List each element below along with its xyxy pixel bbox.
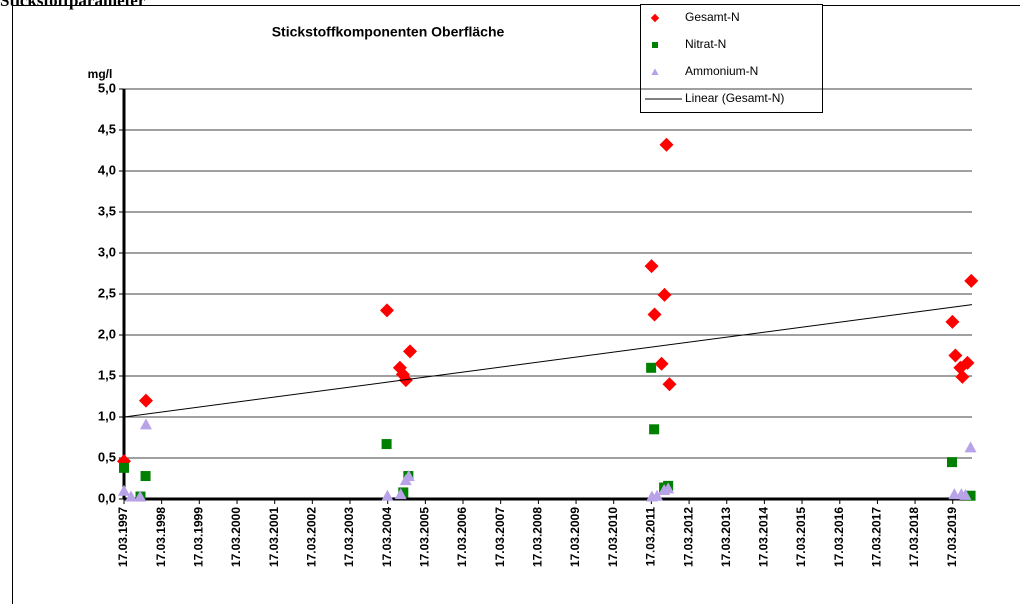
- square-marker: [649, 424, 660, 435]
- triangle-marker: [662, 482, 675, 494]
- square-marker: [398, 487, 409, 498]
- x-tick-label: 17.03.1999: [191, 507, 205, 567]
- diamond-marker: [138, 393, 153, 408]
- x-tick-label: 17.03.2005: [418, 507, 432, 567]
- triangle-marker: [959, 488, 972, 500]
- y-tick-label: 2,0: [98, 326, 116, 341]
- y-tick-label: 3,5: [98, 203, 116, 218]
- x-tick-label: 17.03.2002: [305, 507, 319, 567]
- y-tick-label: 1,5: [98, 367, 116, 382]
- x-tick-label: 17.03.2014: [757, 507, 771, 567]
- page-title: Stickstoffparameter: [0, 0, 146, 10]
- legend-label: Ammonium-N: [685, 64, 758, 78]
- legend-label: Linear (Gesamt-N): [685, 91, 784, 105]
- x-tick-label: 17.03.2015: [794, 507, 808, 567]
- square-marker: [140, 471, 151, 482]
- diamond-marker: [380, 303, 395, 318]
- triangle-marker: [134, 490, 147, 502]
- triangle-marker: [118, 484, 130, 496]
- x-tick-label: 17.03.2004: [380, 507, 394, 567]
- x-tick-label: 17.03.2012: [681, 507, 695, 567]
- x-tick-label: 17.03.2010: [606, 507, 620, 567]
- diamond-marker: [657, 287, 672, 302]
- diamond-marker: [659, 137, 674, 152]
- x-tick-label: 17.03.2019: [945, 507, 959, 567]
- y-tick-label: 5,0: [98, 80, 116, 95]
- legend-label: Nitrat-N: [685, 37, 726, 51]
- diamond-marker: [644, 259, 659, 274]
- chart-title: Stickstoffkomponenten Oberfläche: [272, 24, 505, 40]
- x-tick-label: 17.03.2017: [870, 507, 884, 567]
- y-tick-label: 1,0: [98, 408, 116, 423]
- trend-line: [123, 304, 973, 418]
- triangle-marker: [139, 418, 152, 430]
- triangle-marker: [402, 470, 415, 482]
- square-marker: [381, 439, 392, 450]
- x-tick-label: 17.03.2008: [531, 507, 545, 567]
- triangle-marker: [394, 488, 407, 500]
- x-tick-label: 17.03.1997: [116, 507, 130, 567]
- x-tick-label: 17.03.2016: [832, 507, 846, 567]
- y-tick-label: 3,0: [98, 244, 116, 259]
- diamond-marker: [964, 273, 979, 288]
- diamond-marker: [403, 344, 418, 359]
- diamond-marker: [955, 369, 970, 384]
- square-marker: [646, 362, 657, 373]
- triangle-marker: [964, 441, 977, 453]
- x-tick-label: 17.03.2011: [644, 507, 658, 567]
- diamond-marker: [647, 307, 662, 322]
- legend-box: [640, 4, 823, 113]
- x-tick-label: 17.03.2018: [907, 507, 921, 567]
- y-tick-label: 4,5: [98, 121, 116, 136]
- square-marker: [652, 42, 658, 48]
- y-axis-label: mg/l: [88, 67, 113, 81]
- x-tick-label: 17.03.2001: [267, 507, 281, 567]
- legend-label: Gesamt-N: [685, 10, 740, 24]
- y-tick-label: 4,0: [98, 162, 116, 177]
- x-tick-label: 17.03.2006: [455, 507, 469, 567]
- x-tick-label: 17.03.2007: [493, 507, 507, 567]
- y-tick-label: 0,5: [98, 449, 116, 464]
- diamond-marker: [662, 377, 677, 392]
- square-marker: [965, 490, 976, 501]
- diamond-marker: [948, 348, 963, 363]
- square-marker: [946, 457, 957, 468]
- square-marker: [119, 462, 129, 473]
- diamond-marker: [960, 355, 975, 370]
- triangle-marker: [651, 68, 659, 75]
- x-tick-label: 17.03.2013: [719, 507, 733, 567]
- diamond-marker: [650, 13, 660, 23]
- x-tick-label: 17.03.1998: [154, 507, 168, 567]
- diamond-marker: [945, 314, 960, 329]
- triangle-marker: [651, 489, 664, 501]
- x-tick-label: 17.03.2000: [229, 507, 243, 567]
- triangle-marker: [125, 490, 138, 502]
- diamond-marker: [654, 356, 669, 371]
- y-tick-label: 0,0: [98, 490, 116, 505]
- x-tick-label: 17.03.2009: [568, 507, 582, 567]
- x-tick-label: 17.03.2003: [342, 507, 356, 567]
- triangle-marker: [381, 489, 394, 501]
- chart-frame: [12, 5, 1020, 604]
- y-tick-label: 2,5: [98, 285, 116, 300]
